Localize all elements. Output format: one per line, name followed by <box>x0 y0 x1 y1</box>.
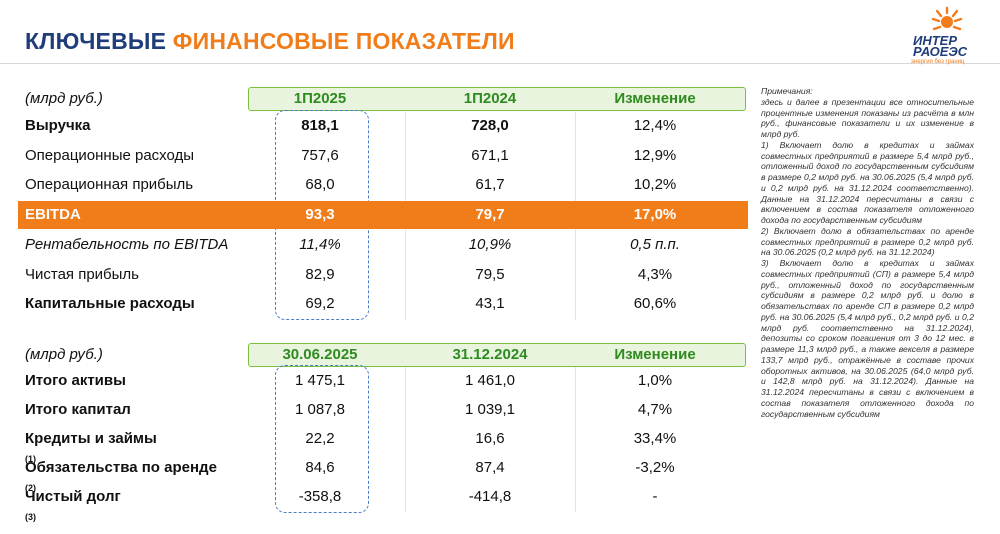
cell-value: 16,6 <box>475 430 505 447</box>
divider <box>0 63 1000 64</box>
cell-value: 0,5 п.п. <box>630 235 680 253</box>
column-header: 30.06.2025 <box>282 346 358 363</box>
cell-value: 4,7% <box>637 401 673 418</box>
title-part: КЛЮЧЕВЫЕ <box>25 28 167 54</box>
logo-text: ИНТЕР <box>913 33 958 48</box>
row-label: Рентабельность по EBITDA <box>25 235 229 253</box>
row-label: Обязательства по аренде (2) <box>25 458 217 503</box>
row-label: Итого активы <box>25 372 126 389</box>
row-label: Операционная прибыль <box>25 176 194 194</box>
tables: (млрд руб.) 1П2025 1П2024 Изменение Выручка 8… <box>18 87 748 532</box>
cell-value: -414,8 <box>468 488 512 505</box>
footnote-ref: (3) <box>25 512 36 522</box>
cell-value: 1,0% <box>637 372 673 389</box>
cell-value: 68,0 <box>305 176 335 194</box>
row-label: Обязательства по аренде <box>25 459 217 476</box>
row-label: Чистая прибыль <box>25 265 139 283</box>
cell-value: 10,9% <box>468 235 512 253</box>
column-separator <box>405 367 406 512</box>
cell-value: 61,7 <box>475 176 505 194</box>
cell-value: 84,6 <box>305 459 335 476</box>
cell-value: 79,7 <box>475 206 505 224</box>
cell-value: -3,2% <box>635 459 675 476</box>
cell-value: 79,5 <box>475 265 505 283</box>
cell-value: 1 087,8 <box>294 401 346 418</box>
notes: Примечания: здесь и далее в презентации … <box>761 86 974 419</box>
highlight-band <box>18 201 748 230</box>
logo-text: РАОЕЭС <box>913 44 968 59</box>
title-part: ФИНАНСОВЫЕ ПОКАЗАТЕЛИ <box>172 28 515 54</box>
cell-value: -358,8 <box>298 488 342 505</box>
cell-value: - <box>652 488 658 505</box>
cell-value: 60,6% <box>633 295 677 313</box>
cell-value: 1 039,1 <box>464 401 516 418</box>
row-label: Чистый долг <box>25 488 121 505</box>
column-header: Изменение <box>614 90 696 107</box>
row-label: Чистый долг (3) <box>25 487 121 532</box>
row-label: EBITDA <box>25 206 81 224</box>
cell-value: 11,4% <box>299 235 341 253</box>
row-label: Итого капитал <box>25 401 131 418</box>
cell-value: 671,1 <box>471 146 509 164</box>
row-label: Капитальные расходы <box>25 295 195 313</box>
cell-value: 82,9 <box>305 265 335 283</box>
highlight-frame <box>275 365 369 513</box>
cell-value: 818,1 <box>301 117 339 134</box>
column-header: Изменение <box>614 346 696 363</box>
column-header: (млрд руб.) <box>25 346 103 363</box>
cell-value: 4,3% <box>637 265 673 283</box>
cell-value: 17,0% <box>633 206 677 224</box>
note-paragraph: 2) Включает долю в обязательствах по аре… <box>761 225 974 258</box>
column-separator <box>575 367 576 512</box>
row-label: Кредиты и займы <box>25 430 157 447</box>
footnote-ref: (2) <box>25 483 36 493</box>
cell-value: 728,0 <box>471 117 509 134</box>
cell-value: 12,4% <box>633 117 677 134</box>
logo: ИНТЕР РАОЕЭС энергия без границ <box>905 6 995 66</box>
cell-value: 757,6 <box>301 146 339 164</box>
cell-value: 10,2% <box>633 176 677 194</box>
cell-value: 12,9% <box>633 146 677 164</box>
cell-value: 1 461,0 <box>464 372 516 389</box>
cell-value: 22,2 <box>305 430 335 447</box>
row-label: Операционные расходы <box>25 146 195 164</box>
column-header: (млрд руб.) <box>25 90 103 107</box>
logo-tagline: энергия без границ <box>911 59 965 65</box>
cell-value: 93,3 <box>305 206 335 224</box>
header-box <box>248 87 746 111</box>
note-paragraph: здесь и далее в презентации все относите… <box>761 96 974 139</box>
logo-sun <box>931 6 963 31</box>
column-header: 1П2025 <box>293 90 347 107</box>
cell-value: 1 475,1 <box>294 372 346 389</box>
column-header: 31.12.2024 <box>452 346 528 363</box>
title: КЛЮЧЕВЫЕ ФИНАНСОВЫЕ ПОКАЗАТЕЛИ <box>25 28 515 55</box>
cell-value: 69,2 <box>305 295 335 313</box>
cell-value: 43,1 <box>475 295 505 313</box>
row-label: Кредиты и займы (1) <box>25 429 157 474</box>
cell-value: 87,4 <box>475 459 505 476</box>
notes-title: Примечания: <box>761 86 813 96</box>
column-header: 1П2024 <box>463 90 517 107</box>
footnote-ref: (1) <box>25 454 36 464</box>
cell-value: 33,4% <box>633 430 677 447</box>
header-box <box>248 343 746 367</box>
row-label: Выручка <box>25 117 91 134</box>
note-paragraph: 3) Включает долю в кредитах и займах сов… <box>761 258 974 419</box>
note-paragraph: 1) Включает долю в кредитах и займах сов… <box>761 139 974 225</box>
